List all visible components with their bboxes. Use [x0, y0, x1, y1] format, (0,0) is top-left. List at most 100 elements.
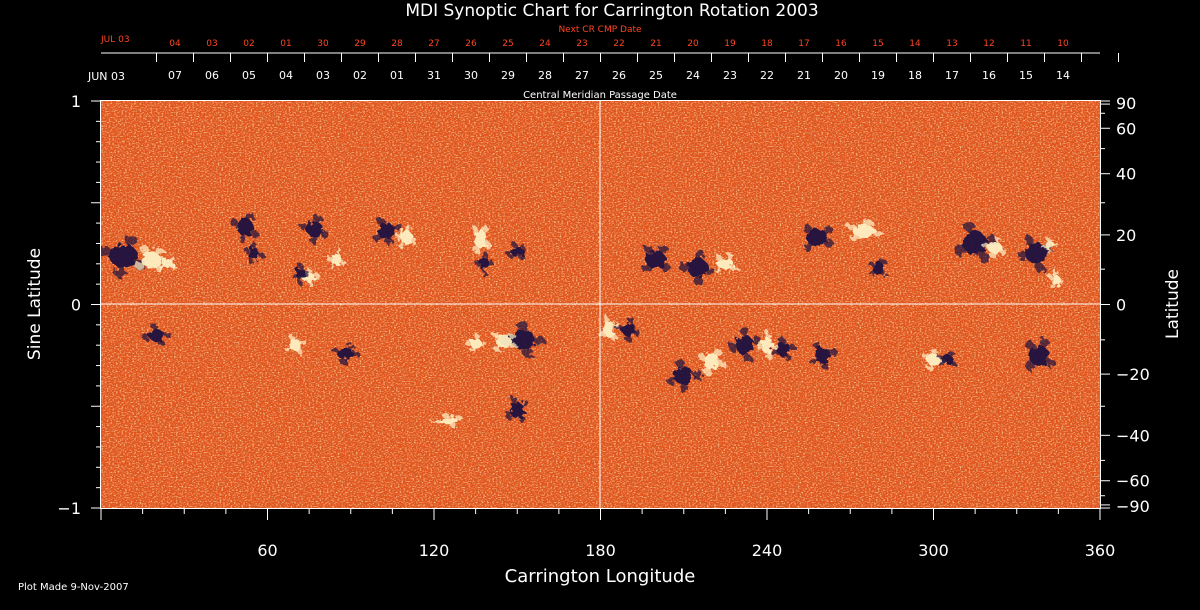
cmp-date-label: 17 — [945, 69, 959, 82]
negative-polarity-region — [306, 221, 323, 238]
positive-polarity-region — [755, 342, 762, 350]
x-tick-label: 300 — [918, 541, 949, 560]
positive-polarity-region — [1047, 274, 1052, 279]
next-cr-axis-label: Next CR CMP Date — [558, 25, 642, 35]
positive-polarity-region — [395, 233, 401, 240]
negative-polarity-region — [481, 270, 487, 277]
negative-polarity-region — [735, 335, 754, 356]
negative-polarity-region — [510, 329, 535, 350]
positive-polarity-region — [766, 352, 772, 360]
negative-polarity-region — [941, 354, 954, 365]
positive-polarity-region — [492, 344, 500, 351]
positive-polarity-region — [168, 255, 174, 260]
positive-polarity-region — [475, 230, 488, 249]
negative-polarity-region — [291, 273, 297, 279]
next-cr-date-label: 11 — [1020, 39, 1031, 49]
negative-polarity-region — [310, 236, 318, 244]
positive-polarity-region — [611, 333, 617, 342]
y-axis-left-label: Sine Latitude — [25, 248, 45, 360]
cmp-date-label: 29 — [501, 69, 515, 82]
y-right-tick-label: −60 — [1116, 472, 1150, 491]
negative-polarity-region — [790, 345, 797, 352]
negative-polarity-region — [239, 235, 247, 244]
cmp-date-label: 26 — [612, 69, 626, 82]
positive-polarity-region — [473, 245, 479, 254]
negative-polarity-region — [963, 231, 988, 256]
negative-polarity-region — [778, 336, 785, 343]
next-cr-date-label: 24 — [539, 39, 551, 49]
negative-polarity-region — [621, 321, 636, 336]
next-cr-date-label: 25 — [502, 39, 513, 49]
negative-polarity-region — [1025, 361, 1035, 371]
cmp-date-label: 18 — [908, 69, 922, 82]
negative-polarity-region — [872, 261, 884, 274]
cmp-date-label: 05 — [242, 69, 256, 82]
negative-polarity-region — [624, 335, 632, 342]
next-cr-date-label: 30 — [317, 39, 329, 49]
negative-polarity-region — [679, 384, 689, 393]
negative-polarity-region — [771, 349, 778, 356]
negative-polarity-region — [346, 343, 354, 349]
y-right-tick-label: 90 — [1116, 94, 1136, 113]
negative-polarity-region — [101, 245, 111, 257]
positive-polarity-region — [464, 341, 470, 346]
next-cr-date-label: 12 — [983, 39, 994, 49]
next-cr-date-label: 19 — [724, 39, 736, 49]
y-right-tick-label: −20 — [1116, 365, 1150, 384]
negative-polarity-region — [151, 324, 159, 330]
negative-polarity-region — [474, 259, 480, 266]
negative-polarity-region — [246, 211, 254, 220]
negative-polarity-region — [743, 354, 752, 364]
negative-polarity-region — [666, 376, 676, 385]
cmp-date-label: 07 — [168, 69, 182, 82]
negative-polarity-region — [297, 279, 302, 285]
chart-title: MDI Synoptic Chart for Carrington Rotati… — [405, 1, 818, 21]
negative-polarity-region — [483, 251, 488, 258]
positive-polarity-region — [850, 235, 862, 242]
cmp-date-label: 03 — [316, 69, 330, 82]
positive-polarity-region — [704, 368, 712, 376]
negative-polarity-region — [522, 348, 534, 358]
positive-polarity-region — [492, 332, 500, 338]
cmp-date-label: 20 — [834, 69, 848, 82]
negative-polarity-region — [1035, 263, 1045, 274]
positive-polarity-region — [730, 265, 739, 272]
positive-polarity-region — [995, 237, 1002, 243]
next-cr-date-label: 01 — [280, 39, 291, 49]
positive-polarity-region — [926, 364, 933, 370]
negative-polarity-region — [1040, 338, 1050, 348]
negative-polarity-region — [521, 399, 528, 407]
positive-polarity-region — [454, 415, 463, 420]
negative-polarity-region — [938, 362, 944, 367]
negative-polarity-region — [936, 354, 943, 359]
positive-polarity-region — [289, 334, 295, 341]
positive-polarity-region — [405, 224, 411, 231]
negative-polarity-region — [693, 370, 703, 379]
negative-polarity-region — [164, 332, 172, 338]
x-tick-label: 180 — [585, 541, 616, 560]
negative-polarity-region — [776, 342, 791, 357]
positive-polarity-region — [330, 253, 343, 266]
negative-polarity-region — [385, 238, 394, 246]
right-axis: 90 60 40 20 0 −20 −40 −60 −90 — [1100, 94, 1150, 516]
next-cr-date-label: 22 — [613, 39, 624, 49]
negative-polarity-region — [314, 215, 322, 223]
positive-polarity-region — [337, 249, 343, 255]
negative-polarity-region — [806, 228, 827, 247]
positive-polarity-region — [1041, 245, 1046, 249]
positive-polarity-region — [987, 241, 1002, 254]
next-cr-date-label: 03 — [206, 39, 217, 49]
positive-polarity-region — [449, 423, 458, 428]
negative-polarity-region — [488, 259, 494, 266]
positive-polarity-region — [140, 251, 161, 268]
positive-polarity-region — [400, 230, 413, 245]
positive-polarity-region — [399, 242, 406, 250]
positive-polarity-region — [314, 273, 320, 278]
cmp-date-label: 19 — [871, 69, 885, 82]
cmp-date-label: 04 — [279, 69, 293, 82]
next-cr-date-label: 13 — [946, 39, 957, 49]
positive-polarity-region — [1050, 284, 1055, 289]
positive-polarity-region — [602, 315, 609, 323]
positive-polarity-region — [308, 282, 314, 288]
positive-polarity-region — [325, 255, 332, 261]
